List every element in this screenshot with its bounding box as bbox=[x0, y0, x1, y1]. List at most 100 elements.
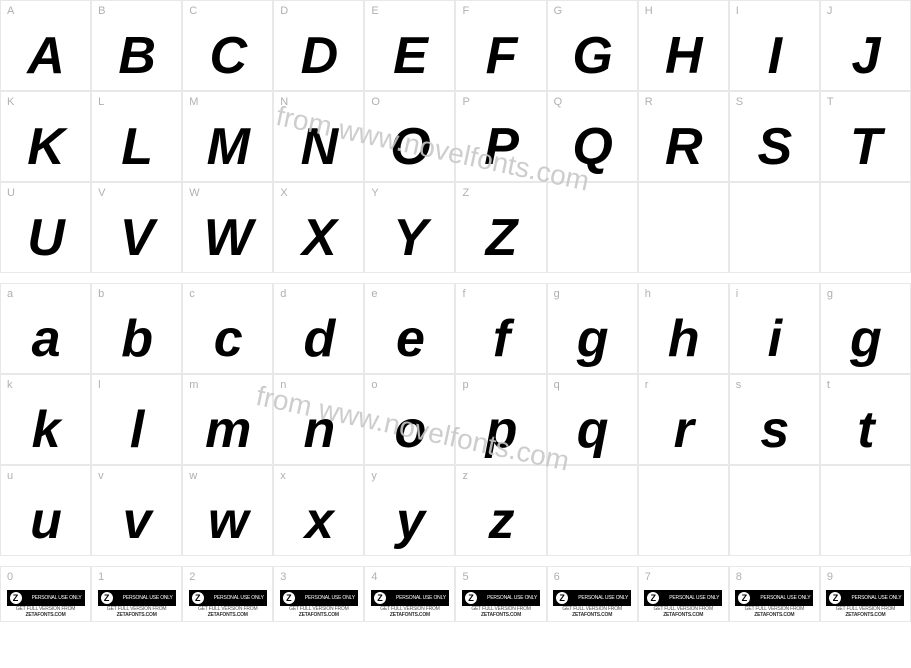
zetafonts-badge: ZPERSONAL USE ONLYGET FULL VERSION FROMZ… bbox=[96, 590, 177, 618]
glyph-cell: TT bbox=[820, 91, 911, 182]
cell-glyph: O bbox=[390, 121, 429, 173]
cell-label: 3 bbox=[280, 571, 286, 583]
cell-label: N bbox=[280, 96, 288, 108]
cell-label: p bbox=[462, 379, 468, 391]
glyph-cell: GG bbox=[547, 0, 638, 91]
cell-glyph: y bbox=[396, 495, 424, 547]
cell-glyph: F bbox=[486, 30, 517, 82]
glyph-cell: pp bbox=[455, 374, 546, 465]
cell-label: f bbox=[462, 288, 465, 300]
cell-glyph: s bbox=[760, 404, 788, 456]
cell-glyph: P bbox=[484, 121, 518, 173]
cell-label: i bbox=[736, 288, 738, 300]
cell-glyph: Q bbox=[572, 121, 611, 173]
cell-label: w bbox=[189, 470, 197, 482]
cell-glyph: g bbox=[577, 313, 608, 365]
cell-label: e bbox=[371, 288, 377, 300]
badge-bar: ZPERSONAL USE ONLY bbox=[462, 590, 540, 606]
glyph-cell: qq bbox=[547, 374, 638, 465]
glyph-cell: nn bbox=[273, 374, 364, 465]
glyph-cell: WW bbox=[182, 182, 273, 273]
cell-label: y bbox=[371, 470, 377, 482]
glyph-cell: ee bbox=[364, 283, 455, 374]
cell-label: u bbox=[7, 470, 13, 482]
glyph-row: aabbccddeeffgghhiigg bbox=[0, 283, 911, 374]
cell-glyph: I bbox=[768, 30, 781, 82]
cell-glyph: C bbox=[209, 30, 246, 82]
cell-label: Z bbox=[462, 187, 469, 199]
badge-text-domain: ZETAFONTS.COM bbox=[117, 612, 157, 618]
glyph-cell: CC bbox=[182, 0, 273, 91]
badge-text-domain: ZETAFONTS.COM bbox=[845, 612, 885, 618]
badge-z-icon: Z bbox=[556, 592, 568, 604]
badge-bar: ZPERSONAL USE ONLY bbox=[7, 590, 85, 606]
badge-text-domain: ZETAFONTS.COM bbox=[481, 612, 521, 618]
badge-bar: ZPERSONAL USE ONLY bbox=[644, 590, 722, 606]
glyph-cell: ii bbox=[729, 283, 820, 374]
glyph-cell: VV bbox=[91, 182, 182, 273]
cell-label: I bbox=[736, 5, 739, 17]
badge-z-icon: Z bbox=[738, 592, 750, 604]
glyph-cell: UU bbox=[0, 182, 91, 273]
cell-label: z bbox=[462, 470, 468, 482]
cell-glyph: w bbox=[208, 495, 247, 547]
cell-label: 8 bbox=[736, 571, 742, 583]
cell-label: 4 bbox=[371, 571, 377, 583]
cell-glyph: n bbox=[303, 404, 334, 456]
glyph-cell: PP bbox=[455, 91, 546, 182]
cell-glyph: i bbox=[768, 313, 781, 365]
badge-z-icon: Z bbox=[374, 592, 386, 604]
cell-label: d bbox=[280, 288, 286, 300]
font-chart: AABBCCDDEEFFGGHHIIJJKKLLMMNNOOPPQQRRSSTT… bbox=[0, 0, 911, 622]
cell-glyph: E bbox=[393, 30, 427, 82]
glyph-cell: AA bbox=[0, 0, 91, 91]
glyph-cell: II bbox=[729, 0, 820, 91]
cell-label: W bbox=[189, 187, 199, 199]
badge-text-personal: PERSONAL USE ONLY bbox=[851, 596, 901, 601]
cell-glyph: L bbox=[121, 121, 152, 173]
glyph-cell: HH bbox=[638, 0, 729, 91]
glyph-cell: ll bbox=[91, 374, 182, 465]
badge-z-icon: Z bbox=[647, 592, 659, 604]
glyph-cell bbox=[729, 182, 820, 273]
badge-text-domain: ZETAFONTS.COM bbox=[208, 612, 248, 618]
row-spacer bbox=[0, 273, 911, 283]
cell-label: G bbox=[554, 5, 563, 17]
cell-label: l bbox=[98, 379, 100, 391]
cell-label: R bbox=[645, 96, 653, 108]
glyph-cell: uu bbox=[0, 465, 91, 556]
cell-label: t bbox=[827, 379, 830, 391]
cell-label: v bbox=[98, 470, 104, 482]
cell-glyph: z bbox=[489, 495, 514, 547]
cell-glyph: N bbox=[301, 121, 338, 173]
cell-label: L bbox=[98, 96, 104, 108]
glyph-cell: SS bbox=[729, 91, 820, 182]
badge-z-icon: Z bbox=[192, 592, 204, 604]
badge-bar: ZPERSONAL USE ONLY bbox=[98, 590, 176, 606]
glyph-cell: 6ZPERSONAL USE ONLYGET FULL VERSION FROM… bbox=[547, 566, 638, 622]
cell-label: x bbox=[280, 470, 286, 482]
cell-label: 6 bbox=[554, 571, 560, 583]
cell-glyph: v bbox=[123, 495, 151, 547]
badge-bar: ZPERSONAL USE ONLY bbox=[280, 590, 358, 606]
cell-label: J bbox=[827, 5, 833, 17]
cell-label: F bbox=[462, 5, 469, 17]
glyph-cell bbox=[638, 182, 729, 273]
cell-glyph: e bbox=[396, 313, 424, 365]
zetafonts-badge: ZPERSONAL USE ONLYGET FULL VERSION FROMZ… bbox=[734, 590, 815, 618]
cell-glyph: M bbox=[207, 121, 249, 173]
cell-label: A bbox=[7, 5, 14, 17]
glyph-row: uuvvwwxxyyzz bbox=[0, 465, 911, 556]
cell-glyph: K bbox=[27, 121, 64, 173]
cell-label: H bbox=[645, 5, 653, 17]
glyph-cell bbox=[638, 465, 729, 556]
cell-glyph: U bbox=[27, 212, 64, 264]
glyph-cell: ww bbox=[182, 465, 273, 556]
cell-label: 0 bbox=[7, 571, 13, 583]
glyph-cell: hh bbox=[638, 283, 729, 374]
glyph-cell: KK bbox=[0, 91, 91, 182]
glyph-cell: NN bbox=[273, 91, 364, 182]
cell-glyph: k bbox=[32, 404, 60, 456]
badge-z-icon: Z bbox=[101, 592, 113, 604]
badge-z-icon: Z bbox=[283, 592, 295, 604]
